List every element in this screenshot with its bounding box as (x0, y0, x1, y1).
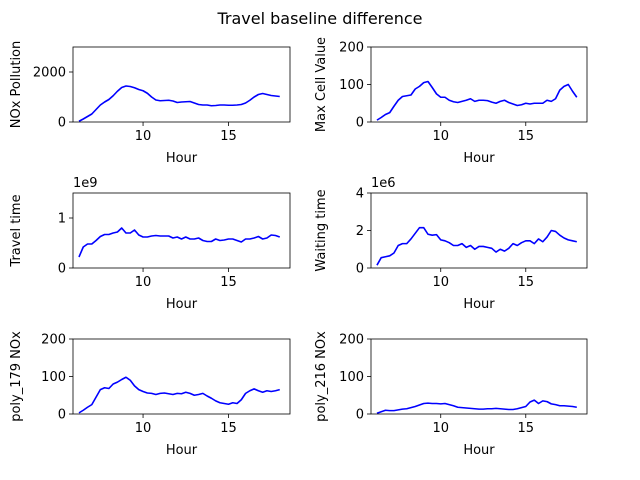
y-axis-label: Waiting time (314, 189, 329, 271)
axis-offset-text: 1e9 (73, 176, 98, 191)
subplot-2: 10 15 0 100 200 Hour Max Cell Value (314, 37, 588, 166)
y-tick-label: 100 (339, 370, 364, 385)
y-tick-label: 200 (41, 333, 66, 348)
series-line (78, 376, 280, 414)
subplot-5: 10 15 0 100 200 Hour poly_179 NOx (9, 331, 291, 458)
y-axis-label: poly_179 NOx (9, 331, 24, 422)
y-tick-label: 0 (356, 262, 364, 277)
y-tick-label: 0 (58, 408, 66, 423)
x-tick-label: 15 (517, 129, 534, 144)
y-axis-label: Max Cell Value (314, 37, 329, 132)
figure-title: Travel baseline difference (216, 9, 422, 28)
series-line (376, 226, 577, 266)
y-tick-label: 0 (58, 262, 66, 277)
x-axis-label: Hour (166, 151, 198, 166)
series-line (78, 85, 280, 122)
y-tick-label: 100 (41, 370, 66, 385)
subplot-6: 10 15 0 100 200 Hour poly_216 NOx (314, 331, 588, 458)
y-tick-label: 0 (356, 408, 364, 423)
series-line (78, 227, 281, 258)
y-axis-label: Travel time (9, 194, 24, 267)
y-tick-label: 200 (339, 41, 364, 56)
x-tick-label: 10 (432, 421, 449, 436)
x-axis-label: Hour (463, 443, 495, 458)
y-tick-label: 0 (356, 116, 364, 131)
subplot-4: 10 15 0 2 4 1e6 Hour Waiting time (314, 176, 588, 312)
axes-frame (72, 46, 291, 123)
y-tick-label: 0 (58, 116, 66, 131)
x-tick-label: 15 (220, 275, 237, 290)
y-axis-label: NOx Pollution (9, 41, 24, 128)
x-axis-label: Hour (463, 297, 495, 312)
x-tick-label: 10 (135, 275, 152, 290)
x-tick-label: 15 (220, 129, 237, 144)
y-tick-label: 2000 (33, 66, 66, 81)
y-tick-label: 2 (356, 224, 364, 239)
x-tick-label: 15 (517, 421, 534, 436)
y-axis-label: poly_216 NOx (314, 331, 329, 422)
x-axis-label: Hour (166, 297, 198, 312)
x-tick-label: 15 (220, 421, 237, 436)
y-tick-label: 4 (356, 187, 364, 202)
subplot-1: 10 15 0 2000 Hour NOx Pollution (9, 41, 291, 166)
x-axis-label: Hour (166, 443, 198, 458)
x-tick-label: 10 (135, 421, 152, 436)
y-tick-label: 200 (339, 333, 364, 348)
y-tick-label: 100 (339, 78, 364, 93)
x-tick-label: 10 (135, 129, 152, 144)
series-line (376, 80, 578, 121)
axes-frame (72, 192, 291, 269)
y-tick-label: 1 (58, 212, 66, 227)
x-axis-label: Hour (463, 151, 495, 166)
x-tick-label: 10 (432, 275, 449, 290)
x-tick-label: 15 (517, 275, 534, 290)
series-line (376, 399, 577, 415)
subplot-3: 10 15 0 1 1e9 Hour Travel time (9, 176, 291, 312)
axis-offset-text: 1e6 (371, 176, 396, 191)
x-tick-label: 10 (432, 129, 449, 144)
